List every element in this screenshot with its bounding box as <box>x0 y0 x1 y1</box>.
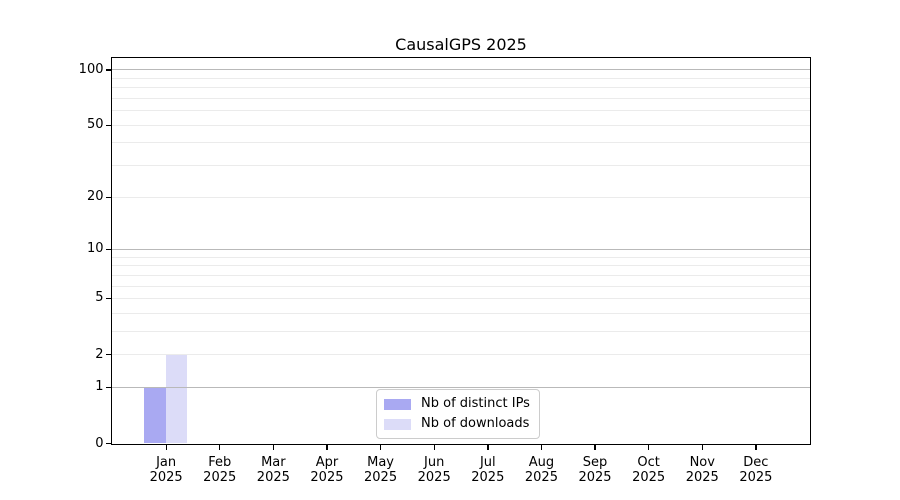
minor-gridline <box>112 142 810 144</box>
minor-gridline <box>112 77 810 79</box>
year-label: 2025 <box>632 469 666 485</box>
month-label: Dec <box>743 454 769 470</box>
x-tick-mark <box>701 445 703 450</box>
y-tick-label-100: 100 <box>78 61 104 77</box>
minor-gridline <box>112 285 810 287</box>
x-tick-label-sep: Sep 2025 <box>563 455 627 485</box>
legend-swatch-nb-of-distinct-ips <box>384 398 411 410</box>
y-tick-mark <box>105 196 111 198</box>
y-tick-mark <box>105 297 111 300</box>
month-label: Jan <box>156 454 177 470</box>
y-tick-label-20: 20 <box>86 189 104 205</box>
minor-gridline <box>112 196 810 198</box>
x-tick-mark <box>433 445 435 450</box>
y-tick-label-50: 50 <box>86 117 104 133</box>
x-tick-label-oct: Oct 2025 <box>617 455 681 485</box>
x-tick-mark <box>326 445 328 450</box>
month-label: Feb <box>208 454 232 470</box>
x-tick-mark <box>487 445 489 450</box>
y-tick-mark <box>105 69 111 71</box>
y-tick-label-1: 1 <box>95 379 104 395</box>
minor-gridline <box>112 110 810 112</box>
y-tick-mark <box>105 354 111 356</box>
month-label: May <box>367 454 394 470</box>
x-tick-mark <box>648 445 650 450</box>
year-label: 2025 <box>739 469 773 485</box>
month-label: Mar <box>261 454 286 470</box>
x-tick-mark <box>594 445 596 450</box>
major-gridline <box>112 69 810 71</box>
year-label: 2025 <box>524 469 558 485</box>
x-tick-mark <box>219 445 221 450</box>
minor-gridline <box>112 165 810 167</box>
x-tick-mark <box>165 445 167 450</box>
x-tick-mark <box>379 445 382 450</box>
y-tick-label-5: 5 <box>95 290 104 306</box>
x-tick-mark <box>755 445 757 450</box>
year-label: 2025 <box>310 469 344 485</box>
y-tick-mark <box>105 248 111 251</box>
month-label: Jun <box>424 454 445 470</box>
major-gridline <box>112 386 810 388</box>
x-tick-label-jan: Jan 2025 <box>134 455 198 485</box>
x-tick-label-may: May 2025 <box>349 455 413 485</box>
legend: Nb of distinct IPs Nb of downloads <box>376 389 540 439</box>
legend-label: Nb of distinct IPs <box>421 396 530 411</box>
minor-gridline <box>112 98 810 100</box>
x-tick-label-nov: Nov 2025 <box>670 455 734 485</box>
year-label: 2025 <box>149 469 183 485</box>
plot-area: Nb of distinct IPs Nb of downloads <box>111 57 811 445</box>
year-label: 2025 <box>256 469 290 485</box>
month-label: Jul <box>479 454 496 470</box>
minor-gridline <box>112 124 810 126</box>
x-tick-label-jun: Jun 2025 <box>402 455 466 485</box>
x-tick-label-feb: Feb 2025 <box>188 455 252 485</box>
month-label: Aug <box>528 454 555 470</box>
chart-title: CausalGPS 2025 <box>395 35 527 54</box>
minor-gridline <box>112 354 810 356</box>
bar-nb-of-downloads-jan <box>165 354 188 443</box>
year-label: 2025 <box>203 469 237 485</box>
year-label: 2025 <box>417 469 451 485</box>
minor-gridline <box>112 312 810 314</box>
month-label: Sep <box>582 454 608 470</box>
year-label: 2025 <box>471 469 505 485</box>
x-tick-label-aug: Aug 2025 <box>509 455 573 485</box>
legend-label: Nb of downloads <box>421 416 530 431</box>
month-label: Oct <box>637 454 660 470</box>
x-tick-label-mar: Mar 2025 <box>241 455 305 485</box>
y-tick-mark <box>105 386 111 389</box>
legend-swatch-nb-of-downloads <box>384 418 411 430</box>
minor-gridline <box>112 256 810 258</box>
y-tick-label-2: 2 <box>95 346 104 362</box>
year-label: 2025 <box>364 469 398 485</box>
minor-gridline <box>112 274 810 276</box>
major-gridline <box>112 248 810 250</box>
legend-item: Nb of distinct IPs <box>384 396 530 412</box>
y-tick-mark <box>105 443 111 445</box>
x-tick-label-dec: Dec 2025 <box>724 455 788 485</box>
x-tick-mark <box>540 445 543 450</box>
x-tick-label-jul: Jul 2025 <box>456 455 520 485</box>
month-label: Apr <box>315 454 339 470</box>
x-tick-label-apr: Apr 2025 <box>295 455 359 485</box>
minor-gridline <box>112 265 810 267</box>
year-label: 2025 <box>578 469 612 485</box>
minor-gridline <box>112 330 810 332</box>
x-tick-mark <box>272 445 275 450</box>
month-label: Nov <box>689 454 715 470</box>
bar-nb-of-distinct-ips-jan <box>144 386 166 443</box>
y-tick-label-10: 10 <box>86 241 104 257</box>
year-label: 2025 <box>685 469 719 485</box>
y-tick-mark <box>105 124 111 127</box>
y-tick-label-0: 0 <box>95 435 104 451</box>
minor-gridline <box>112 87 810 89</box>
minor-gridline <box>112 297 810 299</box>
legend-item: Nb of downloads <box>384 416 530 432</box>
